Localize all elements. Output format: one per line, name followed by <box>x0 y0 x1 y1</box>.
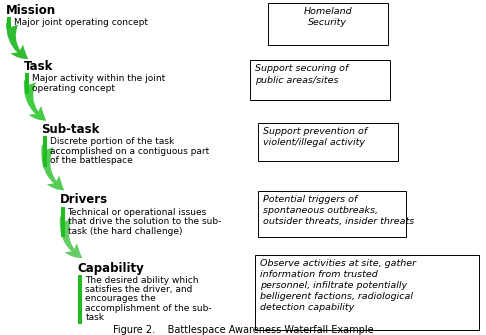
Bar <box>43 136 47 166</box>
Text: task (the hard challenge): task (the hard challenge) <box>68 227 182 236</box>
Text: Task: Task <box>24 60 53 73</box>
Bar <box>268 3 388 45</box>
Bar <box>7 17 11 28</box>
Text: satisfies the driver, and: satisfies the driver, and <box>86 285 193 294</box>
Text: Drivers: Drivers <box>59 193 108 206</box>
Text: encourages the: encourages the <box>86 294 156 304</box>
Text: Figure 2.    Battlespace Awareness Waterfall Example: Figure 2. Battlespace Awareness Waterfal… <box>113 325 373 335</box>
Text: accomplished on a contiguous part: accomplished on a contiguous part <box>50 147 209 155</box>
Text: Discrete portion of the task: Discrete portion of the task <box>50 137 174 146</box>
Text: Support securing of
public areas/sites: Support securing of public areas/sites <box>255 64 348 84</box>
Bar <box>61 207 65 237</box>
Text: Homeland
Security: Homeland Security <box>303 7 352 27</box>
Bar <box>250 60 390 100</box>
Bar <box>258 191 405 237</box>
Bar <box>255 255 479 330</box>
Text: Technical or operational issues: Technical or operational issues <box>68 208 207 217</box>
Text: Potential triggers of
spontaneous outbreaks,
outsider threats, insider threats: Potential triggers of spontaneous outbre… <box>263 195 414 226</box>
Text: task: task <box>86 314 104 322</box>
Text: Observe activities at site, gather
information from trusted
personnel, infiltrat: Observe activities at site, gather infor… <box>260 259 416 312</box>
Text: Major activity within the joint: Major activity within the joint <box>32 74 165 83</box>
Text: Capability: Capability <box>77 262 144 275</box>
Text: that drive the solution to the sub-: that drive the solution to the sub- <box>68 217 221 226</box>
Text: accomplishment of the sub-: accomplishment of the sub- <box>86 304 212 313</box>
Bar <box>258 123 398 161</box>
Text: Major joint operating concept: Major joint operating concept <box>14 18 148 26</box>
Text: Mission: Mission <box>6 4 56 17</box>
Bar <box>78 275 83 324</box>
Text: of the battlespace: of the battlespace <box>50 156 132 165</box>
Text: Support prevention of
violent/illegal activity: Support prevention of violent/illegal ac… <box>263 127 367 147</box>
Text: Sub-task: Sub-task <box>42 123 100 136</box>
Bar <box>25 73 29 94</box>
Text: operating concept: operating concept <box>32 84 115 93</box>
Text: The desired ability which: The desired ability which <box>86 276 199 284</box>
